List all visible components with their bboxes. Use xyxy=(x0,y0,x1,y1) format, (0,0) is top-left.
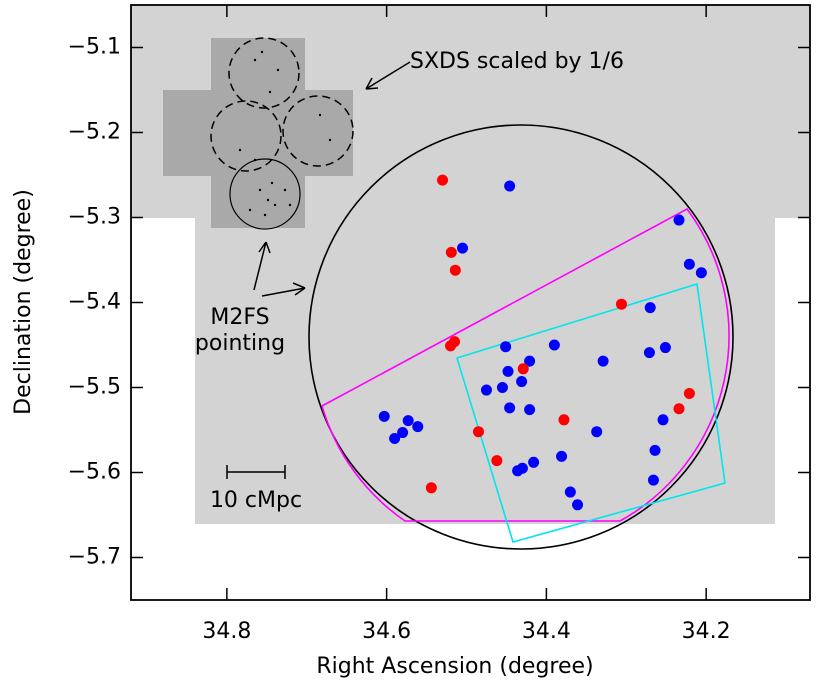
annotation: 10 cMpc xyxy=(210,488,302,513)
data-point xyxy=(397,427,409,439)
data-point xyxy=(504,180,516,192)
data-point xyxy=(517,363,529,375)
data-point xyxy=(643,347,655,359)
magenta-field xyxy=(321,207,730,522)
data-point xyxy=(597,355,609,367)
y-axis-label: Declination (degree) xyxy=(11,189,36,415)
data-point xyxy=(556,450,568,462)
y-tick-label: −5.5 xyxy=(68,375,121,400)
inset-dots xyxy=(238,50,332,217)
data-point xyxy=(472,426,484,438)
data-point xyxy=(496,382,508,393)
data-point xyxy=(437,174,449,186)
data-point xyxy=(402,415,414,427)
inset-pointing xyxy=(228,37,300,109)
y-tick-label: −5.6 xyxy=(68,460,121,485)
annotation: M2FS xyxy=(210,305,269,330)
data-point xyxy=(412,421,424,433)
data-point xyxy=(480,384,492,396)
y-tick-label: −5.1 xyxy=(68,35,121,60)
annotation: pointing xyxy=(195,331,285,356)
inset-pointing xyxy=(282,95,354,167)
data-point xyxy=(512,465,524,477)
y-tick-label: −5.3 xyxy=(68,205,121,230)
data-point xyxy=(683,387,695,399)
inset-region xyxy=(163,90,353,176)
cyan-field xyxy=(456,282,726,543)
y-tick-label: −5.2 xyxy=(68,120,121,145)
data-point xyxy=(528,456,540,468)
data-point xyxy=(591,426,603,438)
data-point xyxy=(657,414,669,426)
x-tick-label: 34.8 xyxy=(202,619,251,644)
data-point xyxy=(389,433,401,444)
data-point xyxy=(502,365,514,377)
y-tick-label: −5.4 xyxy=(68,290,121,315)
data-point xyxy=(683,258,695,270)
data-point xyxy=(659,342,671,354)
data-point xyxy=(445,246,457,258)
data-point xyxy=(491,455,503,467)
data-point xyxy=(647,474,659,486)
data-point xyxy=(524,404,536,416)
data-point xyxy=(564,486,576,498)
annotation: SXDS scaled by 1/6 xyxy=(410,49,624,74)
data-point xyxy=(644,302,656,314)
data-point xyxy=(425,482,437,494)
data-point xyxy=(457,242,469,254)
data-point xyxy=(516,376,528,388)
data-point xyxy=(649,444,661,456)
x-axis-label: Right Ascension (degree) xyxy=(316,654,593,679)
x-tick-label: 34.2 xyxy=(682,619,731,644)
y-tick-label: −5.7 xyxy=(68,545,121,570)
m2fs-pointing xyxy=(308,124,734,550)
data-point xyxy=(695,267,707,279)
data-point xyxy=(449,264,461,276)
x-tick-label: 34.6 xyxy=(362,619,411,644)
data-point xyxy=(572,499,584,511)
data-point xyxy=(558,414,570,426)
arrows xyxy=(226,61,411,479)
sxds-inset xyxy=(163,37,354,230)
data-point xyxy=(548,339,560,351)
x-tick-label: 34.4 xyxy=(522,619,571,644)
data-point xyxy=(378,410,390,422)
data-point xyxy=(673,403,685,415)
data-point xyxy=(524,355,536,367)
data-point xyxy=(500,341,512,353)
data-point xyxy=(615,298,627,310)
data-point xyxy=(673,214,685,226)
inset-pointing xyxy=(229,158,301,230)
inset-pointing xyxy=(210,100,282,172)
data-point xyxy=(445,340,457,352)
data-point xyxy=(504,402,516,414)
